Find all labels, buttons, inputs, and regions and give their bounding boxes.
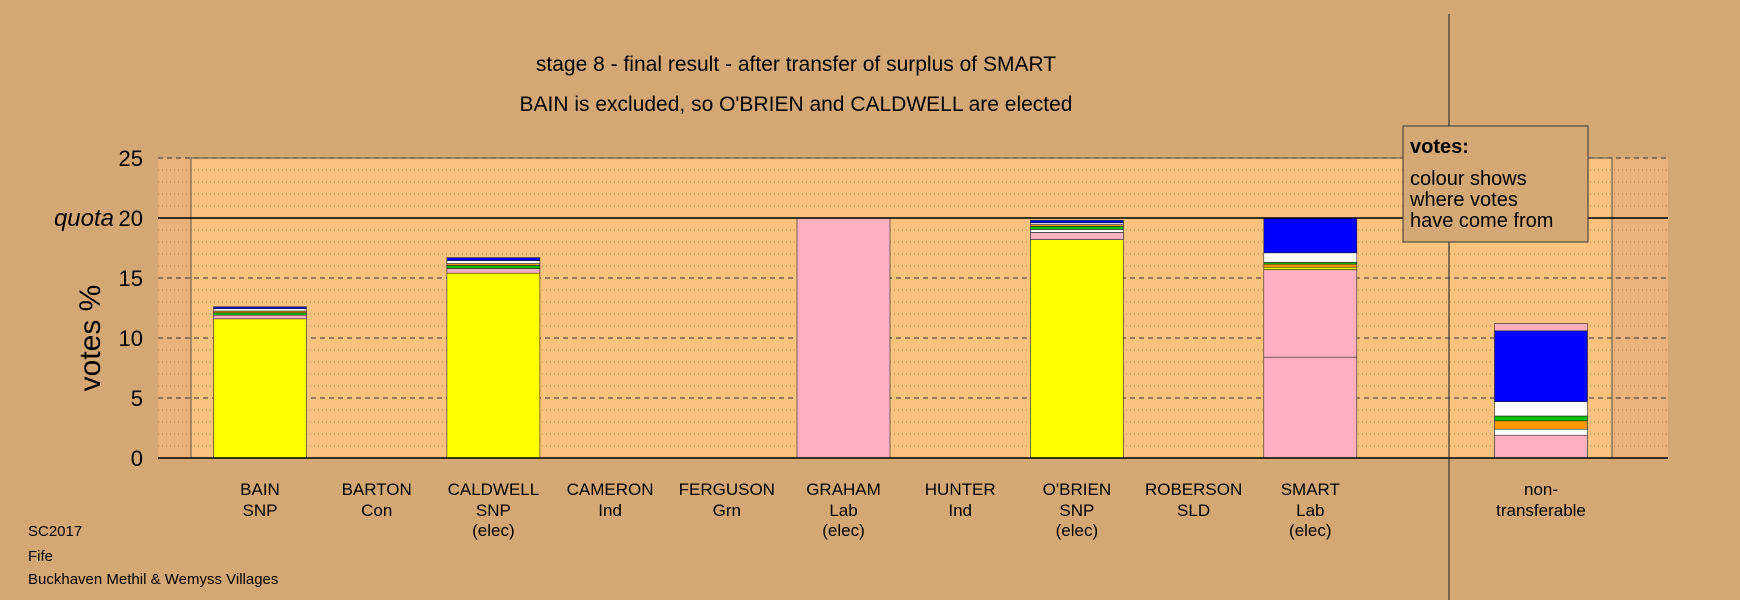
y-tick-label: 0 [131,446,143,471]
candidate-party: SNP [243,501,278,520]
bar-segment [1263,217,1358,254]
candidate-status: (elec) [472,521,515,540]
candidate-name: O'BRIEN [1043,480,1111,499]
candidate-party: Lab [829,501,857,520]
candidate-bar [796,217,891,459]
chart-title: stage 8 - final result - after transfer … [536,53,1056,76]
y-axis-label: votes % [74,285,107,392]
candidate-status: (elec) [822,521,865,540]
y-tick-label: 20 [119,206,143,231]
bar-segment [1494,415,1588,422]
candidate-party: SNP [1059,501,1094,520]
bar-segment [213,312,307,316]
candidate-name: CALDWELL [448,480,540,499]
bar-segment [446,268,541,274]
bar-segment [1494,401,1588,417]
bar-segment [446,260,541,264]
bar-segment [1030,229,1124,233]
bar-segment [1030,220,1124,224]
bar-segment [1263,356,1358,459]
bar-segment [213,306,307,309]
candidate-labels: BAINSNPBARTONConCALDWELLSNP(elec)CAMERON… [240,480,1586,540]
bar-segment [213,314,307,320]
bar-segment [1494,420,1588,430]
chart-subtitle: BAIN is excluded, so O'BRIEN and CALDWEL… [520,93,1073,116]
plot-area-panel [190,157,1613,459]
candidate-party: Ind [948,501,972,520]
candidate-party: Con [361,501,392,520]
footer: SC2017 Fife Buckhaven Methil & Wemyss Vi… [28,523,278,588]
candidate-party: Lab [1296,501,1324,520]
candidate-name: ROBERSON [1145,480,1242,499]
y-tick-label: 10 [119,326,143,351]
candidate-bar [1030,220,1124,459]
y-tick-label: 5 [131,386,143,411]
bar-segment [1030,226,1124,230]
legend-box [1402,125,1589,243]
candidate-bar [446,257,541,459]
bar-segment [1494,323,1588,332]
bar-segment [1263,252,1358,263]
bar-segment [1494,434,1588,459]
bar-segment [446,265,541,269]
y-tick-label: 25 [119,146,143,171]
legend-line: have come from [1410,210,1553,232]
candidate-name: GRAHAM [806,480,881,499]
candidate-party: Ind [598,501,622,520]
legend-line: where votes [1409,189,1518,211]
chart-bars [213,217,1588,459]
chart-legend: votes: colour shows where votes have com… [1402,125,1589,243]
candidate-name: HUNTER [925,480,996,499]
bar-segment [1030,239,1124,459]
bar-segment [796,217,891,459]
candidate-status: (elec) [1056,521,1099,540]
candidate-status: (elec) [1289,521,1332,540]
nontransferable-bar [1494,323,1588,459]
y-tick-label: 15 [119,266,143,291]
bar-segment [446,272,541,459]
nontransferable-label: non- [1524,480,1558,499]
candidate-name: FERGUSON [679,480,775,499]
bar-segment [213,318,307,459]
bar-segment [1494,428,1588,436]
candidate-party: Grn [713,501,741,520]
nontransferable-label: transferable [1496,501,1586,520]
footer-council: Fife [28,548,53,565]
bar-segment [1494,330,1588,402]
bar-segment [1030,232,1124,240]
candidate-name: SMART [1281,480,1340,499]
candidate-bar [213,306,307,459]
candidate-name: CAMERON [567,480,654,499]
bar-segment [446,257,541,261]
footer-ward: Buckhaven Methil & Wemyss Villages [28,571,278,588]
footer-election: SC2017 [28,523,82,540]
legend-line: colour shows [1410,168,1527,190]
candidate-name: BAIN [240,480,280,499]
legend-title: votes: [1410,136,1469,158]
bar-segment [1263,269,1358,358]
quota-label: quota [54,205,114,232]
candidate-party: SNP [476,501,511,520]
bar-segment [1263,266,1358,270]
candidate-bar [1263,217,1358,459]
bar-segment [1263,263,1358,268]
candidate-party: SLD [1177,501,1210,520]
candidate-name: BARTON [342,480,412,499]
bar-segment [213,308,307,312]
